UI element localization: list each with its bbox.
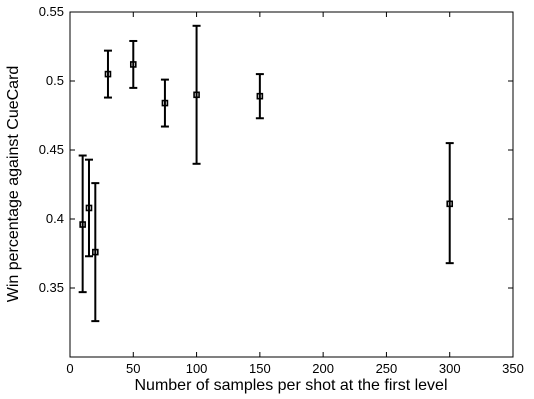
y-axis-ticks: 0.35 0.4 0.45 0.5 0.55: [39, 4, 513, 295]
x-tick-label: 150: [249, 361, 271, 376]
x-tick-label: 300: [439, 361, 461, 376]
x-tick-label: 350: [502, 361, 524, 376]
data-point-marker: [256, 92, 264, 100]
data-point-marker: [193, 91, 200, 99]
data-point-marker: [161, 99, 169, 107]
x-tick-label: 250: [376, 361, 398, 376]
y-tick-label: 0.45: [39, 142, 64, 157]
plot-area: [69, 11, 514, 358]
x-tick-label: 0: [66, 361, 73, 376]
y-tick-label: 0.55: [39, 4, 64, 19]
data-point-marker: [79, 221, 86, 228]
data-point-marker: [129, 61, 137, 68]
y-tick-label: 0.5: [46, 73, 64, 88]
data-point-marker: [104, 70, 112, 78]
x-tick-label: 50: [126, 361, 140, 376]
x-axis-ticks: 0 50 100 150 200 250 300 350: [66, 12, 524, 376]
data-point-marker: [92, 248, 99, 256]
data-point-marker: [85, 204, 93, 212]
data-series: [78, 24, 454, 323]
x-tick-label: 200: [312, 361, 334, 376]
data-point-marker: [446, 200, 454, 208]
x-axis-label: Number of samples per shot at the first …: [134, 377, 447, 394]
y-tick-label: 0.4: [46, 211, 64, 226]
y-tick-label: 0.35: [39, 280, 64, 295]
y-axis-label: Win percentage against CueCard: [5, 66, 22, 303]
x-tick-label: 100: [186, 361, 208, 376]
